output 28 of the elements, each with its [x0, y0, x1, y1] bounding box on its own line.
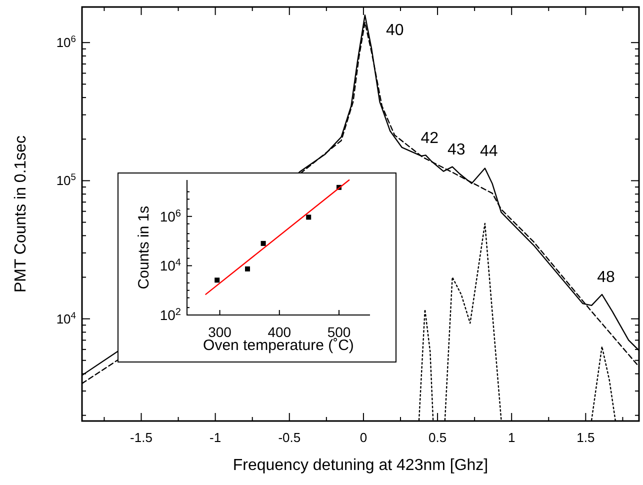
x-tick-label: -1.5 — [130, 430, 152, 445]
x-tick-label: -0.5 — [278, 430, 301, 445]
y-axis-title: Counts in 1s — [135, 206, 152, 290]
point — [214, 278, 220, 283]
y-tick-label: 10$^{2}$ — [160, 306, 182, 323]
x-tick-label: 300 — [208, 324, 232, 340]
annotation: 43 — [447, 141, 466, 158]
y-tick-label: 10$^{4}$ — [160, 257, 182, 274]
annotation: 42 — [420, 130, 439, 147]
x-axis-title: Oven temperature (˚C) — [203, 337, 354, 354]
y-tick-label: 10$^{5}$ — [56, 172, 76, 188]
point — [245, 266, 250, 272]
point — [306, 214, 312, 220]
y-tick-label: 10$^{4}$ — [56, 310, 76, 326]
x-tick-label: 0 — [360, 430, 368, 445]
x-axis-title: Frequency detuning at 423nm [Ghz] — [232, 457, 488, 474]
annotation: 48 — [597, 269, 615, 286]
x-tick-label: 1.5 — [576, 430, 595, 445]
y-tick-label: 10$^{6}$ — [160, 208, 182, 224]
y-axis-title: PMT Counts in 0.1sec — [12, 135, 30, 293]
x-tick-label: 1 — [508, 430, 516, 445]
y-tick-label: 10$^{6}$ — [56, 34, 76, 50]
x-tick-label: 0.5 — [428, 430, 447, 445]
x-tick-label: 400 — [268, 324, 292, 340]
annotation: 44 — [480, 142, 498, 160]
x-tick-label: -1 — [210, 430, 222, 445]
annotation: 40 — [386, 22, 404, 39]
point — [260, 240, 266, 246]
